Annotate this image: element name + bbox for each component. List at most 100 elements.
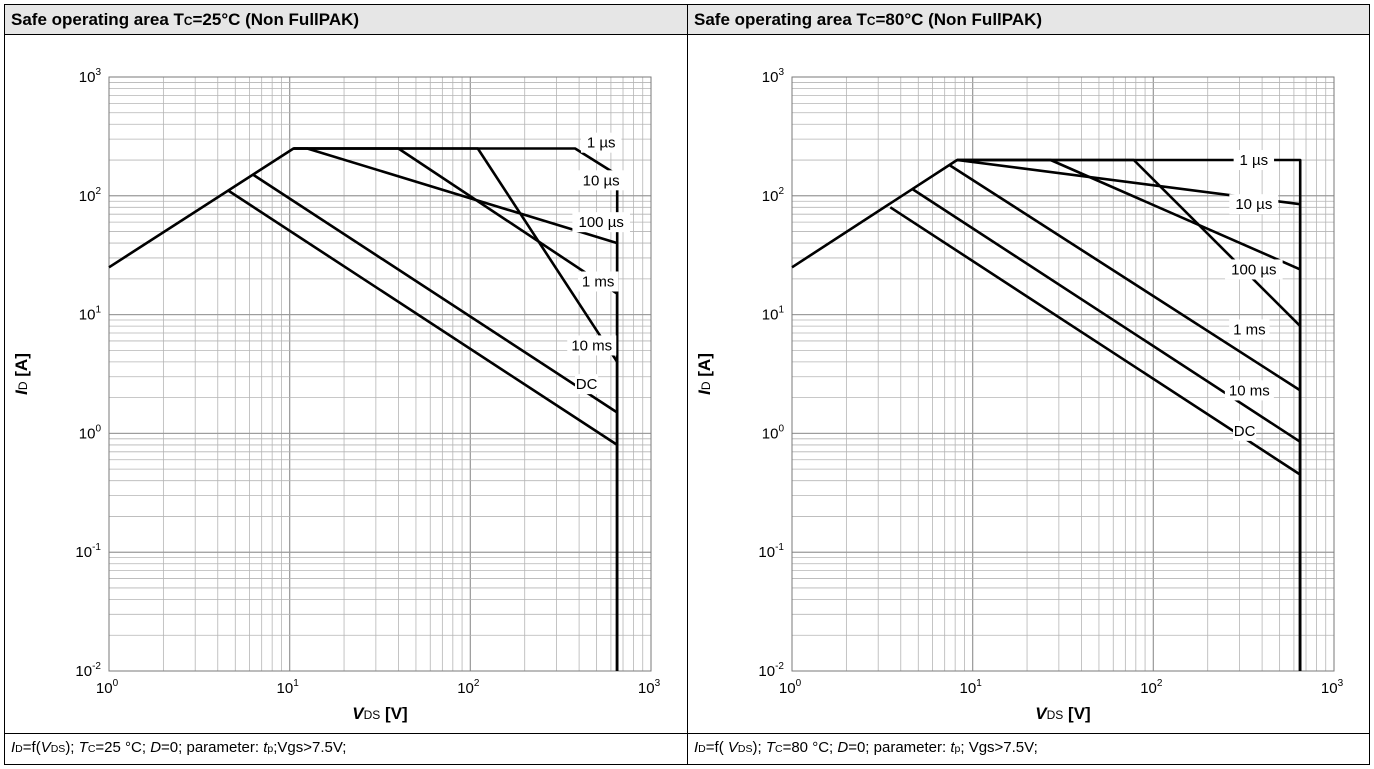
x-tick-label: 103 bbox=[638, 678, 661, 697]
title-rest: =25°C (Non FullPAK) bbox=[192, 10, 360, 29]
caption-part: ; Vgs>7.5V; bbox=[960, 739, 1038, 756]
y-tick-base: 10 bbox=[75, 544, 92, 561]
series-label-background bbox=[1224, 380, 1274, 401]
y-tick-exponent: 2 bbox=[778, 186, 784, 197]
x-axis-label-subscript: DS bbox=[364, 708, 381, 722]
y-tick-base: 10 bbox=[79, 188, 96, 205]
caption-part: p bbox=[954, 743, 961, 755]
caption-part: ;Vgs>7.5V; bbox=[273, 739, 347, 756]
plot-frame bbox=[791, 76, 1335, 672]
series-label: DC bbox=[576, 376, 598, 393]
soa-curve bbox=[293, 147, 619, 671]
series-label: 1 µs bbox=[1240, 152, 1269, 169]
series-label-background bbox=[567, 335, 617, 356]
caption-part: D bbox=[150, 739, 162, 756]
caption-part: =0; parameter: bbox=[848, 739, 951, 756]
title-sub: C bbox=[866, 14, 876, 28]
chart-title: Safe operating area TC=80°C (Non FullPAK… bbox=[694, 10, 1042, 30]
panel-header: Safe operating area TC=25°C (Non FullPAK… bbox=[5, 5, 687, 35]
caption-part: C bbox=[87, 743, 96, 755]
y-tick-base: 10 bbox=[75, 663, 92, 680]
caption-part: V bbox=[727, 739, 738, 756]
y-tick-base: 10 bbox=[79, 307, 96, 324]
panel-footer: ID=f(VDS); TC=25 °C; D=0; parameter: tp;… bbox=[5, 733, 687, 764]
series-label-background bbox=[572, 212, 630, 233]
caption-part: =0; parameter: bbox=[161, 739, 264, 756]
x-axis-label: VDS [V] bbox=[1035, 704, 1090, 723]
y-axis-label: ID [A] bbox=[695, 353, 714, 395]
y-tick-base: 10 bbox=[79, 69, 96, 86]
x-axis-label-unit: [V] bbox=[380, 704, 407, 723]
series-label-background bbox=[1233, 150, 1275, 171]
title-sub: C bbox=[183, 14, 193, 28]
x-tick-exponent: 3 bbox=[1338, 678, 1344, 689]
title-rest: =80°C (Non FullPAK) bbox=[875, 10, 1043, 29]
y-axis-label-symbol: I bbox=[695, 389, 714, 395]
caption-part: D bbox=[837, 739, 849, 756]
plot-frame bbox=[108, 76, 652, 672]
y-tick-label: 10-1 bbox=[758, 542, 784, 561]
soa-curve bbox=[956, 158, 1302, 671]
x-tick-base: 10 bbox=[457, 680, 474, 697]
x-tick-base: 10 bbox=[1140, 680, 1157, 697]
y-tick-label: 103 bbox=[762, 67, 785, 86]
y-tick-base: 10 bbox=[762, 188, 779, 205]
series-label: 1 µs bbox=[587, 135, 616, 152]
caption-part: =f( bbox=[705, 739, 728, 756]
x-tick-label: 101 bbox=[960, 678, 983, 697]
y-tick-exponent: 1 bbox=[778, 305, 784, 316]
series-label: 100 µs bbox=[579, 214, 624, 231]
y-tick-exponent: 1 bbox=[95, 305, 101, 316]
x-tick-base: 10 bbox=[960, 680, 977, 697]
chart-panel-tc80: Safe operating area TC=80°C (Non FullPAK… bbox=[688, 5, 1369, 764]
x-axis-label-symbol: V bbox=[352, 704, 365, 723]
soa-curve bbox=[957, 158, 1302, 671]
x-tick-label: 102 bbox=[1140, 678, 1163, 697]
series-label-background bbox=[1229, 194, 1279, 215]
series-label-background bbox=[1232, 420, 1257, 441]
chart-caption: ID=f( VDS); TC=80 °C; D=0; parameter: tp… bbox=[694, 739, 1038, 756]
series-label: 10 ms bbox=[571, 337, 612, 354]
x-axis-label-symbol: V bbox=[1035, 704, 1048, 723]
y-tick-base: 10 bbox=[762, 425, 779, 442]
x-tick-exponent: 0 bbox=[113, 678, 119, 689]
y-tick-exponent: 2 bbox=[95, 186, 101, 197]
x-tick-exponent: 1 bbox=[976, 678, 982, 689]
series-label-background bbox=[574, 374, 599, 395]
y-tick-label: 10-1 bbox=[75, 542, 101, 561]
x-tick-exponent: 1 bbox=[293, 678, 299, 689]
x-tick-exponent: 0 bbox=[796, 678, 802, 689]
panel-footer: ID=f( VDS); TC=80 °C; D=0; parameter: tp… bbox=[688, 733, 1369, 764]
grid bbox=[108, 76, 652, 672]
y-tick-label: 101 bbox=[762, 305, 785, 324]
y-axis-label-subscript: D bbox=[699, 381, 713, 390]
y-tick-exponent: -1 bbox=[775, 542, 784, 553]
soa-curve bbox=[252, 173, 619, 671]
x-tick-label: 100 bbox=[779, 678, 802, 697]
y-tick-exponent: -2 bbox=[92, 661, 101, 672]
x-axis-label-subscript: DS bbox=[1047, 708, 1064, 722]
series-label: 10 µs bbox=[583, 172, 620, 189]
y-tick-label: 10-2 bbox=[758, 661, 784, 680]
caption-part: DS bbox=[737, 743, 753, 755]
soa-curve bbox=[889, 206, 1302, 671]
x-tick-label: 102 bbox=[457, 678, 480, 697]
y-tick-exponent: 0 bbox=[778, 423, 784, 434]
series-label-background bbox=[1225, 259, 1283, 280]
panel-header: Safe operating area TC=80°C (Non FullPAK… bbox=[688, 5, 1369, 35]
y-axis-label-symbol: I bbox=[12, 389, 31, 395]
x-tick-label: 101 bbox=[277, 678, 300, 697]
y-tick-exponent: 3 bbox=[778, 67, 784, 78]
chart-panel-tc25: Safe operating area TC=25°C (Non FullPAK… bbox=[5, 5, 688, 764]
series-label: DC bbox=[1234, 423, 1256, 440]
caption-part: p bbox=[267, 743, 274, 755]
soa-curves bbox=[791, 158, 1302, 671]
y-tick-label: 100 bbox=[79, 423, 102, 442]
y-axis-label-unit: [A] bbox=[12, 353, 31, 381]
y-tick-exponent: 3 bbox=[95, 67, 101, 78]
caption-part: T bbox=[78, 739, 88, 756]
y-tick-exponent: -1 bbox=[92, 542, 101, 553]
x-tick-exponent: 2 bbox=[474, 678, 480, 689]
